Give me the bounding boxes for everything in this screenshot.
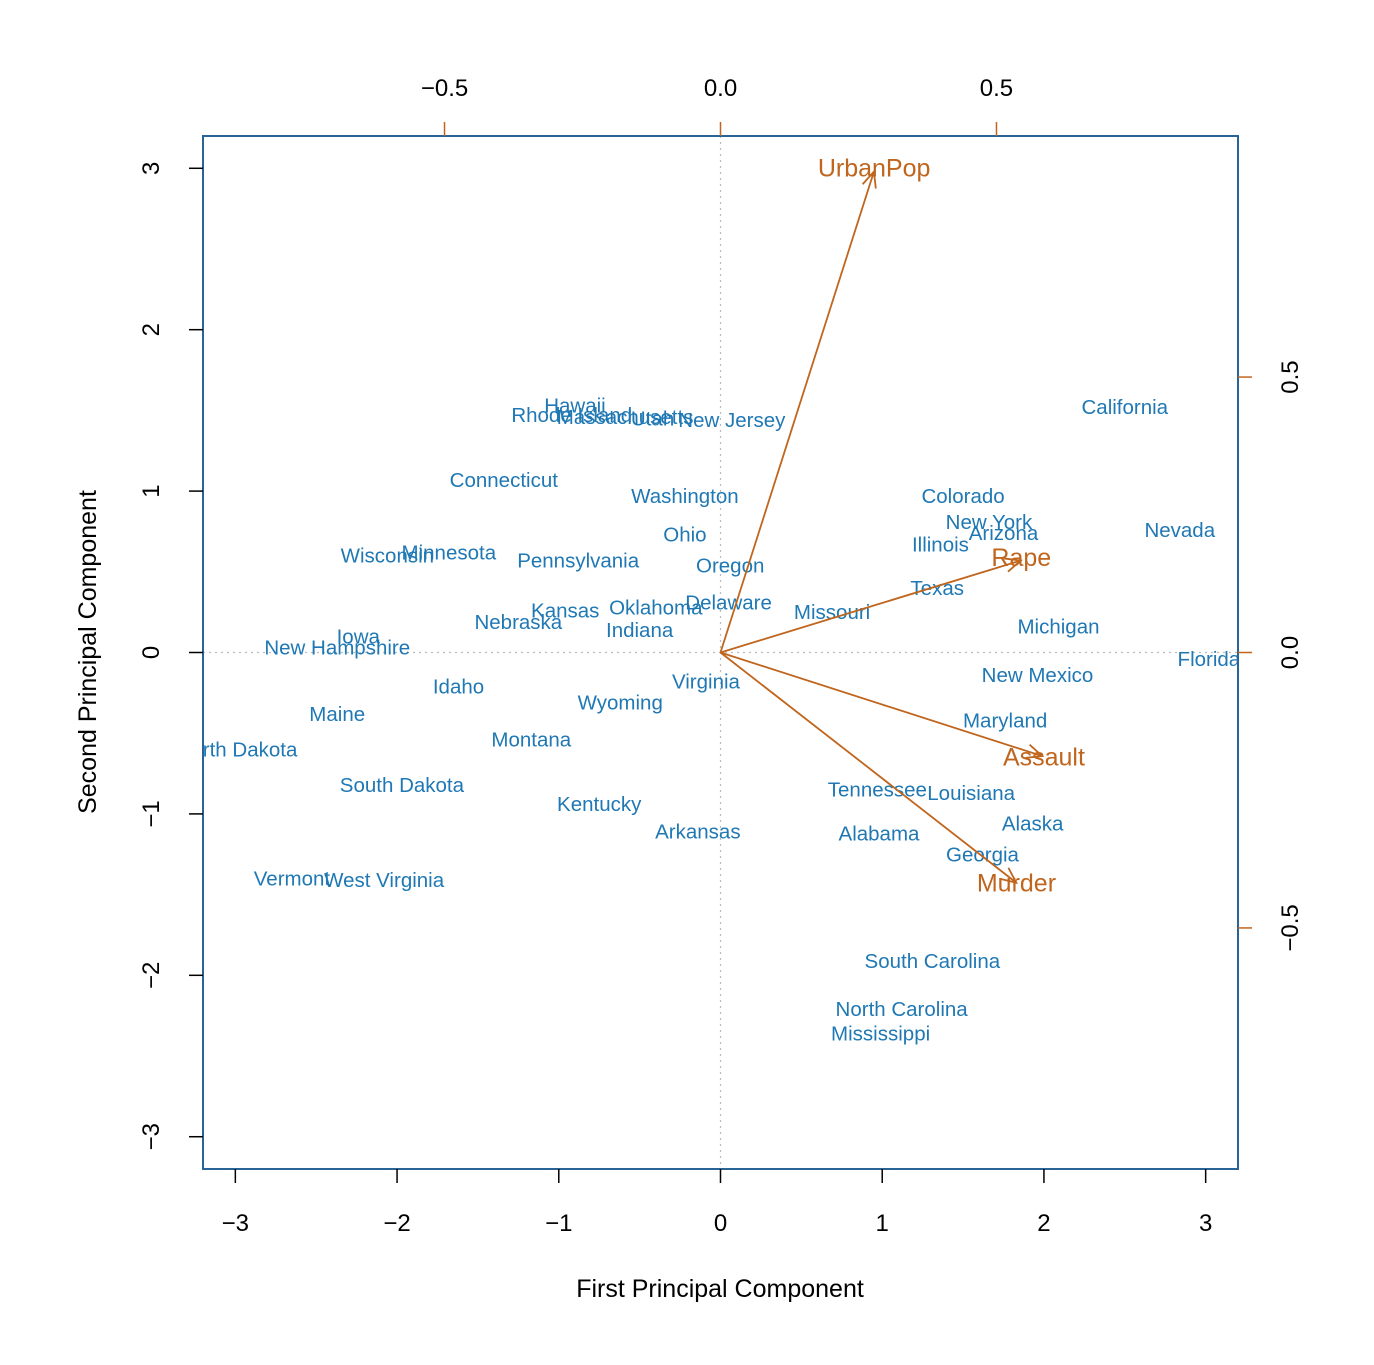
state-label-connecticut: Connecticut bbox=[450, 469, 559, 492]
y-tick-label: 3 bbox=[138, 162, 165, 175]
axes: −3 −2 −1 0 1 2 3 −3 −2 −1 0 1 2 3 −0.5 0.0 0.5 −0.5 0.0 0.5 bbox=[138, 75, 1304, 1237]
state-label-pennsylvania: Pennsylvania bbox=[517, 549, 640, 572]
state-label-oklahoma: Oklahoma bbox=[609, 596, 703, 619]
x-tick-label: −2 bbox=[383, 1210, 410, 1237]
state-label-california: California bbox=[1081, 396, 1168, 419]
state-label-arkansas: Arkansas bbox=[655, 821, 740, 844]
state-label-missouri: Missouri bbox=[794, 601, 870, 624]
state-label-new-mexico: New Mexico bbox=[982, 664, 1094, 687]
loading-arrowhead-urbanpop bbox=[861, 169, 877, 189]
loading-arrow-assault bbox=[720, 651, 1043, 757]
state-label-south-carolina: South Carolina bbox=[865, 950, 1001, 973]
y-tick-label: 2 bbox=[138, 323, 165, 336]
state-label-georgia: Georgia bbox=[946, 843, 1020, 866]
state-label-kentucky: Kentucky bbox=[557, 793, 642, 816]
x-axis-title: First Principal Component bbox=[576, 1275, 864, 1303]
y-tick-label: −3 bbox=[138, 1123, 165, 1150]
state-label-vermont: Vermont bbox=[254, 867, 331, 890]
y-tick-label: 1 bbox=[138, 484, 165, 497]
state-label-maine: Maine bbox=[309, 703, 365, 726]
top-tick-label: −0.5 bbox=[421, 75, 468, 102]
state-label-maryland: Maryland bbox=[963, 709, 1047, 732]
y-tick-label: −2 bbox=[138, 962, 165, 989]
x-tick-label: 1 bbox=[876, 1210, 889, 1237]
loading-arrow-murder bbox=[719, 651, 1017, 884]
state-label-virginia: Virginia bbox=[672, 671, 741, 694]
loading-arrowhead-murder bbox=[999, 867, 1019, 885]
y-tick-label: 0 bbox=[138, 646, 165, 659]
state-label-minnesota: Minnesota bbox=[402, 541, 497, 564]
top-tick-label: 0.0 bbox=[704, 75, 737, 102]
state-label-north-dakota: North Dakota bbox=[177, 738, 298, 761]
loading-arrows: UrbanPop Assault Murder bbox=[719, 154, 1085, 897]
state-label-idaho: Idaho bbox=[433, 675, 484, 698]
state-label-new-jersey: New Jersey bbox=[678, 409, 786, 432]
state-label-wyoming: Wyoming bbox=[578, 692, 663, 715]
state-label-north-carolina: North Carolina bbox=[836, 998, 969, 1021]
state-label-hawaii: Hawaii bbox=[544, 395, 606, 418]
state-label-montana: Montana bbox=[491, 729, 571, 752]
x-tick-label: 0 bbox=[714, 1210, 727, 1237]
state-label-kansas: Kansas bbox=[531, 600, 599, 623]
state-label-nebraska: Nebraska bbox=[474, 611, 562, 634]
state-label-michigan: Michigan bbox=[1017, 616, 1099, 639]
state-label-south-dakota: South Dakota bbox=[340, 774, 465, 797]
x-tick-label: −3 bbox=[222, 1210, 249, 1237]
state-label-massachusetts: Massachusetts bbox=[557, 406, 694, 429]
state-label-rhode-island: Rhode Island bbox=[511, 404, 632, 427]
state-label-ohio: Ohio bbox=[663, 524, 706, 547]
right-tick-label: 0.5 bbox=[1277, 360, 1304, 393]
state-label-louisiana: Louisiana bbox=[927, 782, 1015, 805]
state-label-alabama: Alabama bbox=[839, 822, 921, 845]
loading-arrow-urbanpop bbox=[719, 171, 875, 653]
state-label-new-york: New York bbox=[946, 511, 1033, 534]
state-label-wisconsin: Wisconsin bbox=[341, 545, 434, 568]
state-label-oregon: Oregon bbox=[696, 554, 764, 577]
state-label-alaska: Alaska bbox=[1002, 813, 1064, 836]
state-label-illinois: Illinois bbox=[912, 533, 969, 556]
loading-label-murder: Murder bbox=[977, 869, 1056, 897]
state-label-washington: Washington bbox=[631, 485, 739, 508]
loading-label-urbanpop: UrbanPop bbox=[818, 154, 931, 182]
state-label-iowa: Iowa bbox=[337, 625, 381, 648]
loading-arrow-rape bbox=[720, 559, 1022, 654]
state-label-mississippi: Mississippi bbox=[831, 1022, 930, 1045]
y-axis-title: Second Principal Component bbox=[74, 490, 102, 814]
top-tick-label: 0.5 bbox=[980, 75, 1013, 102]
x-tick-label: 3 bbox=[1199, 1210, 1212, 1237]
loading-label-assault: Assault bbox=[1003, 743, 1085, 771]
loading-arrowhead-rape bbox=[1003, 557, 1023, 573]
state-label-arizona: Arizona bbox=[969, 522, 1039, 545]
state-label-new-hampshire: New Hampshire bbox=[264, 637, 410, 660]
loading-arrowhead-assault bbox=[1025, 744, 1045, 759]
x-tick-label: −1 bbox=[545, 1210, 572, 1237]
state-label-colorado: Colorado bbox=[921, 485, 1004, 508]
state-label-tennessee: Tennessee bbox=[828, 779, 927, 802]
right-tick-label: 0.0 bbox=[1277, 636, 1304, 669]
state-label-delaware: Delaware bbox=[685, 591, 772, 614]
state-label-utah: Utah bbox=[631, 407, 674, 430]
y-tick-label: −1 bbox=[138, 800, 165, 827]
state-label-indiana: Indiana bbox=[606, 619, 674, 642]
state-label-west-virginia: West Virginia bbox=[324, 869, 445, 892]
state-label-nevada: Nevada bbox=[1144, 519, 1215, 542]
state-label-florida: Florida bbox=[1178, 648, 1241, 671]
right-tick-label: −0.5 bbox=[1277, 904, 1304, 951]
x-tick-label: 2 bbox=[1037, 1210, 1050, 1237]
